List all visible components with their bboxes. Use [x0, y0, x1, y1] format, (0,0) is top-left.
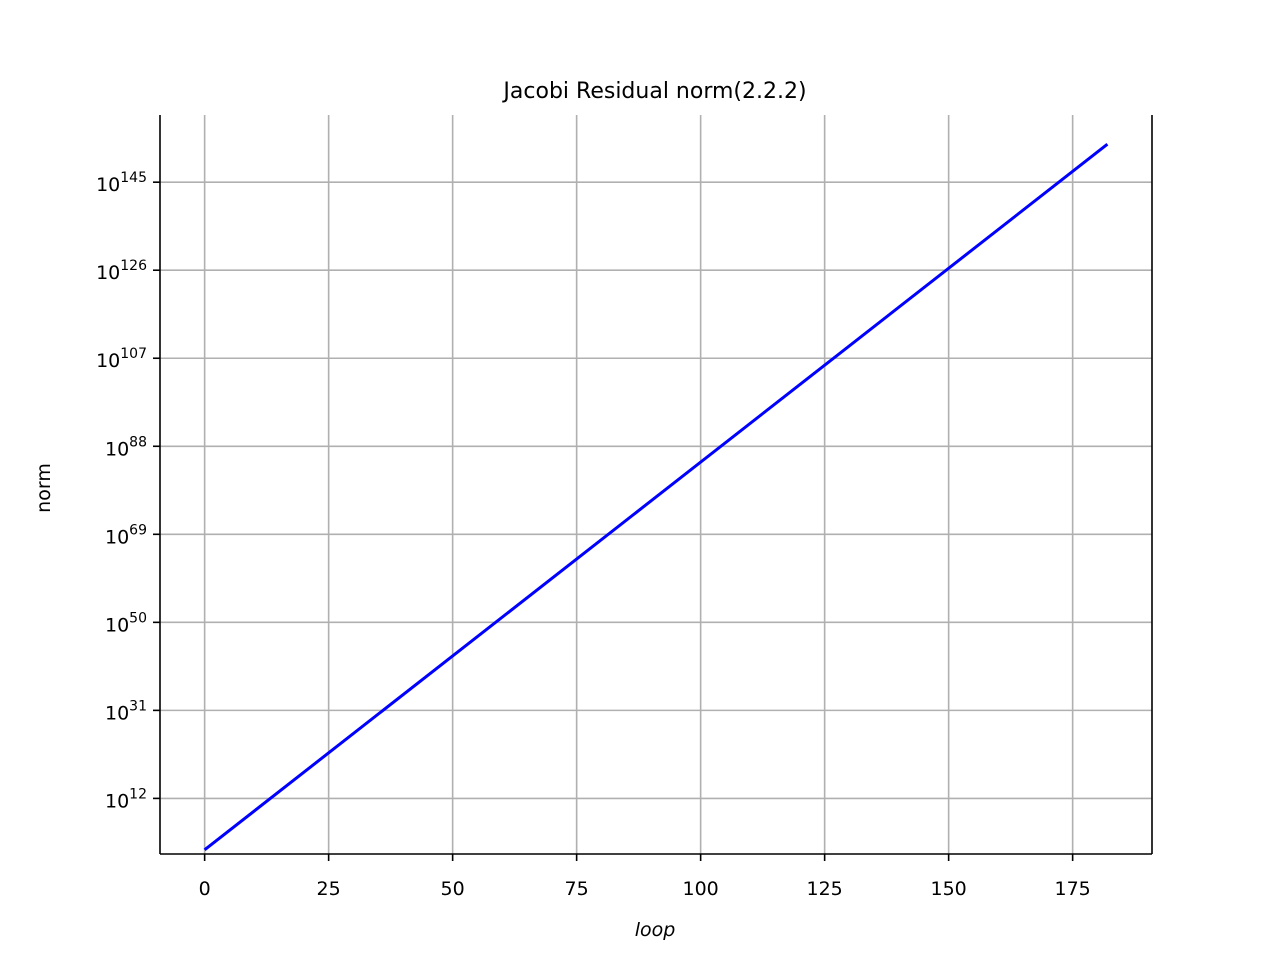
x-tick-label: 25: [317, 878, 341, 900]
x-tick-label: 0: [199, 878, 211, 900]
series-line: [203, 143, 1109, 851]
axes-frame: [159, 115, 1153, 855]
y-tick-label: 1050: [105, 610, 147, 636]
y-axis-label: norm: [33, 463, 55, 513]
x-tick-label: 150: [931, 878, 967, 900]
chart-title: Jacobi Residual norm(2.2.2): [501, 79, 806, 104]
y-tick-label: 10145: [96, 170, 147, 196]
grid: [160, 115, 1152, 854]
y-tick-label: 1031: [105, 698, 147, 724]
x-tick-label: 125: [807, 878, 843, 900]
y-tick-label: 1069: [105, 522, 147, 548]
x-tick-label: 50: [441, 878, 465, 900]
y-tick-label: 1088: [105, 434, 147, 460]
y-tick-label: 10107: [96, 346, 147, 372]
x-axis-label: loop: [635, 919, 676, 941]
x-tick-label: 175: [1055, 878, 1091, 900]
x-axis-ticks: 0 25 50 75 100 125 150 175: [199, 854, 1091, 900]
x-tick-label: 100: [683, 878, 719, 900]
y-tick-label: 1012: [105, 786, 147, 812]
series-group: [203, 143, 1109, 851]
y-tick-label: 10126: [96, 258, 147, 284]
y-axis-ticks: 1012 1031 1050 1069 1088 10107 10126 10145: [96, 170, 160, 812]
x-tick-label: 75: [565, 878, 589, 900]
